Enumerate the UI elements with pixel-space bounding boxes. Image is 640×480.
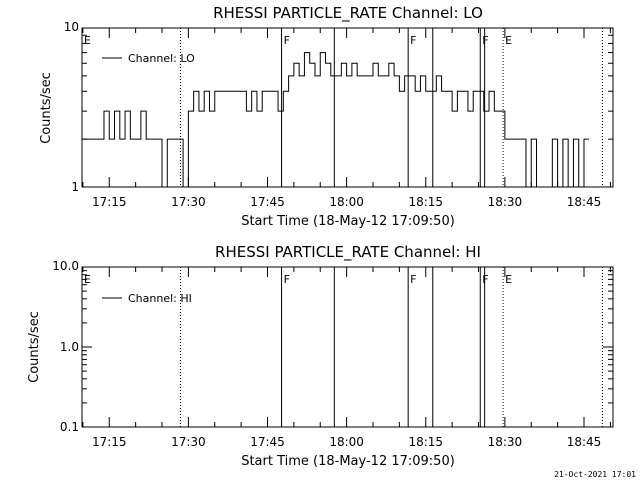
x-axis-label-lo: Start Time (18-May-12 17:09:50) bbox=[241, 214, 455, 229]
legend-label-lo: Channel: LO bbox=[128, 52, 195, 65]
event-marker-label: F bbox=[482, 273, 488, 286]
x-tick-label: 18:45 bbox=[567, 435, 602, 449]
chart-title-lo: RHESSI PARTICLE_RATE Channel: LO bbox=[213, 4, 483, 23]
chart-title-hi: RHESSI PARTICLE_RATE Channel: HI bbox=[215, 243, 481, 262]
y-axis-label-hi: Counts/sec bbox=[27, 311, 42, 383]
x-tick-label: 17:45 bbox=[250, 195, 285, 209]
y-axis-label-lo: Counts/sec bbox=[39, 72, 54, 144]
y-axis-lo: 1 10 bbox=[64, 20, 613, 194]
y-tick-label: 10.0 bbox=[52, 259, 79, 273]
x-tick-label: 18:15 bbox=[408, 435, 443, 449]
panel-lo: RHESSI PARTICLE_RATE Channel: LO 1 10 17:… bbox=[39, 4, 613, 229]
legend-label-hi: Channel: HI bbox=[128, 292, 192, 305]
x-tick-label: 17:30 bbox=[171, 195, 206, 209]
series-lo bbox=[83, 53, 589, 187]
series-line bbox=[83, 53, 589, 187]
y-tick-label: 1 bbox=[71, 180, 79, 194]
event-marker-label: F bbox=[410, 34, 416, 47]
y-tick-label: 1.0 bbox=[60, 340, 79, 354]
legend-hi: Channel: HI bbox=[102, 292, 192, 305]
x-tick-label: 18:00 bbox=[329, 195, 364, 209]
x-tick-label: 17:45 bbox=[250, 435, 285, 449]
x-tick-label: 17:30 bbox=[171, 435, 206, 449]
legend-lo: Channel: LO bbox=[102, 52, 195, 65]
event-marker-label: F bbox=[482, 34, 488, 47]
event-marker-label: F bbox=[410, 273, 416, 286]
event-marker-label: E bbox=[84, 273, 91, 286]
x-tick-label: 17:15 bbox=[92, 195, 127, 209]
y-tick-label: 0.1 bbox=[60, 420, 79, 434]
event-marker-label: E bbox=[505, 34, 512, 47]
x-tick-label: 17:15 bbox=[92, 435, 127, 449]
panel-hi: RHESSI PARTICLE_RATE Channel: HI 0.1 1.0 1… bbox=[27, 243, 613, 469]
y-axis-hi: 0.1 1.0 10.0 bbox=[52, 259, 613, 434]
x-tick-label: 18:30 bbox=[488, 195, 523, 209]
event-marker-label: E bbox=[84, 34, 91, 47]
event-marker-label: F bbox=[284, 273, 290, 286]
date-stamp: 21-Oct-2021 17:01 bbox=[554, 470, 636, 479]
x-tick-label: 18:00 bbox=[329, 435, 364, 449]
event-marker-label: E bbox=[505, 273, 512, 286]
x-axis-label-hi: Start Time (18-May-12 17:09:50) bbox=[241, 454, 455, 469]
y-tick-label: 10 bbox=[64, 20, 79, 34]
event-marker-label: F bbox=[284, 34, 290, 47]
x-tick-label: 18:45 bbox=[567, 195, 602, 209]
x-tick-label: 18:30 bbox=[488, 435, 523, 449]
plot-frame-hi bbox=[82, 267, 613, 427]
x-tick-label: 18:15 bbox=[408, 195, 443, 209]
